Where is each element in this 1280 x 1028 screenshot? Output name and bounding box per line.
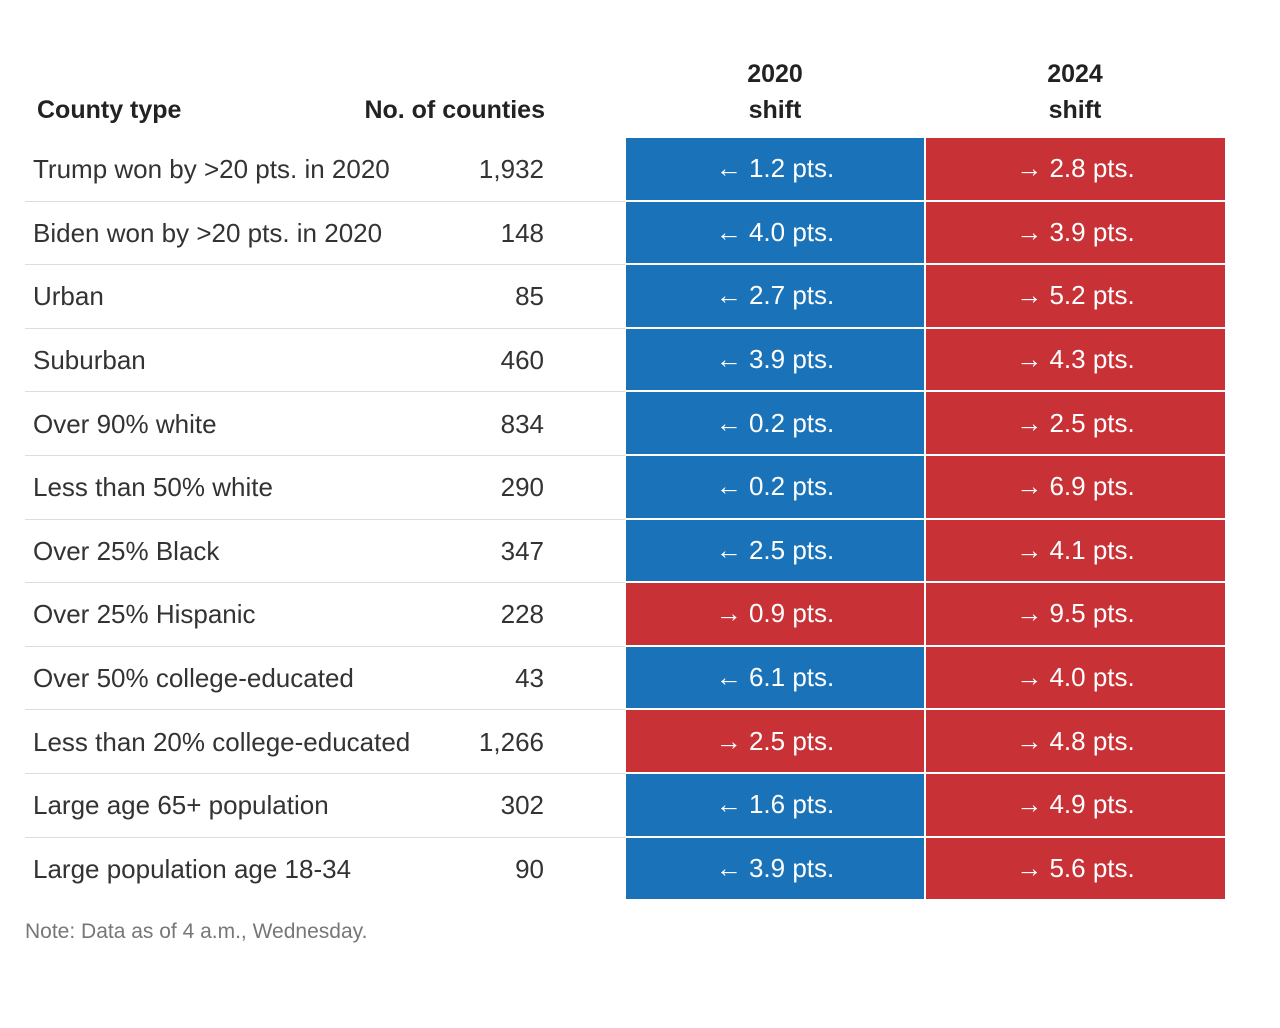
county-type: Less than 50% white	[33, 472, 273, 503]
shift-2024: → 6.9 pts.	[926, 456, 1225, 518]
column-header: 2020 shift	[747, 60, 803, 124]
row-divider	[25, 836, 625, 838]
county-count: 302	[500, 790, 544, 821]
shift-2020: ← 6.1 pts.	[626, 646, 924, 709]
column-header: 2024 shift	[1047, 60, 1103, 124]
county-type: Less than 20% college-educated	[33, 726, 411, 757]
county-type: Large age 65+ population	[33, 790, 329, 821]
county-count: 228	[500, 599, 544, 630]
shift-2020: → 2.5 pts.	[626, 710, 924, 772]
county-type: Large population age 18-34	[33, 853, 352, 884]
county-count: 1,932	[478, 154, 544, 185]
county-count: 90	[515, 853, 544, 884]
shift-2024: → 2.8 pts.	[926, 138, 1225, 200]
county-type: Over 90% white	[33, 408, 217, 439]
county-count: 85	[515, 281, 544, 312]
county-type: Over 25% Hispanic	[33, 599, 256, 630]
shift-2020: ← 3.9 pts.	[626, 837, 924, 900]
county-type: Urban	[33, 281, 104, 312]
shift-2024: → 4.1 pts.	[926, 519, 1225, 582]
county-count: 347	[500, 535, 544, 566]
row-divider	[25, 455, 625, 456]
row-divider	[25, 391, 625, 393]
row-divider	[25, 518, 625, 520]
county-count: 43	[515, 663, 544, 694]
county-type: Trump won by >20 pts. in 2020	[33, 154, 390, 185]
row-divider	[25, 327, 625, 329]
shift-2024: → 3.9 pts.	[926, 201, 1225, 264]
row-divider	[25, 773, 625, 774]
shift-2024: → 4.3 pts.	[926, 328, 1225, 391]
row-divider	[25, 264, 625, 266]
shift-2020: ← 4.0 pts.	[626, 201, 924, 264]
county-count: 290	[500, 472, 544, 503]
county-count: 460	[500, 345, 544, 376]
shift-2024: → 5.2 pts.	[926, 265, 1225, 327]
county-type: Suburban	[33, 345, 146, 376]
county-count: 1,266	[478, 726, 544, 757]
shift-2024: → 5.6 pts.	[926, 837, 1225, 900]
shift-2020: ← 1.2 pts.	[626, 138, 924, 200]
shift-2024: → 4.0 pts.	[926, 646, 1225, 709]
shift-2020: ← 3.9 pts.	[626, 328, 924, 391]
row-divider	[25, 582, 625, 584]
shift-2020: ← 2.7 pts.	[626, 265, 924, 327]
row-divider	[25, 645, 625, 647]
county-type: Over 25% Black	[33, 535, 220, 566]
county-count: 148	[500, 217, 544, 248]
county-type: Biden won by >20 pts. in 2020	[33, 217, 383, 248]
shift-2020: ← 0.2 pts.	[626, 456, 924, 518]
shift-2020: ← 0.2 pts.	[626, 392, 924, 454]
shift-2020: ← 1.6 pts.	[626, 774, 924, 836]
note: Note: Data as of 4 a.m., Wednesday.	[25, 920, 368, 943]
county-type: Over 50% college-educated	[33, 663, 354, 694]
column-header: County type	[37, 96, 182, 124]
shift-2024: → 4.9 pts.	[926, 774, 1225, 836]
shift-2020: ← 2.5 pts.	[626, 519, 924, 582]
row-divider	[25, 709, 625, 711]
county-count: 834	[500, 408, 544, 439]
row-divider	[25, 200, 625, 202]
column-header: No. of counties	[364, 96, 545, 124]
shift-2024: → 9.5 pts.	[926, 583, 1225, 645]
shift-2024: → 2.5 pts.	[926, 392, 1225, 454]
shift-2024: → 4.8 pts.	[926, 710, 1225, 772]
shift-2020: → 0.9 pts.	[626, 583, 924, 645]
